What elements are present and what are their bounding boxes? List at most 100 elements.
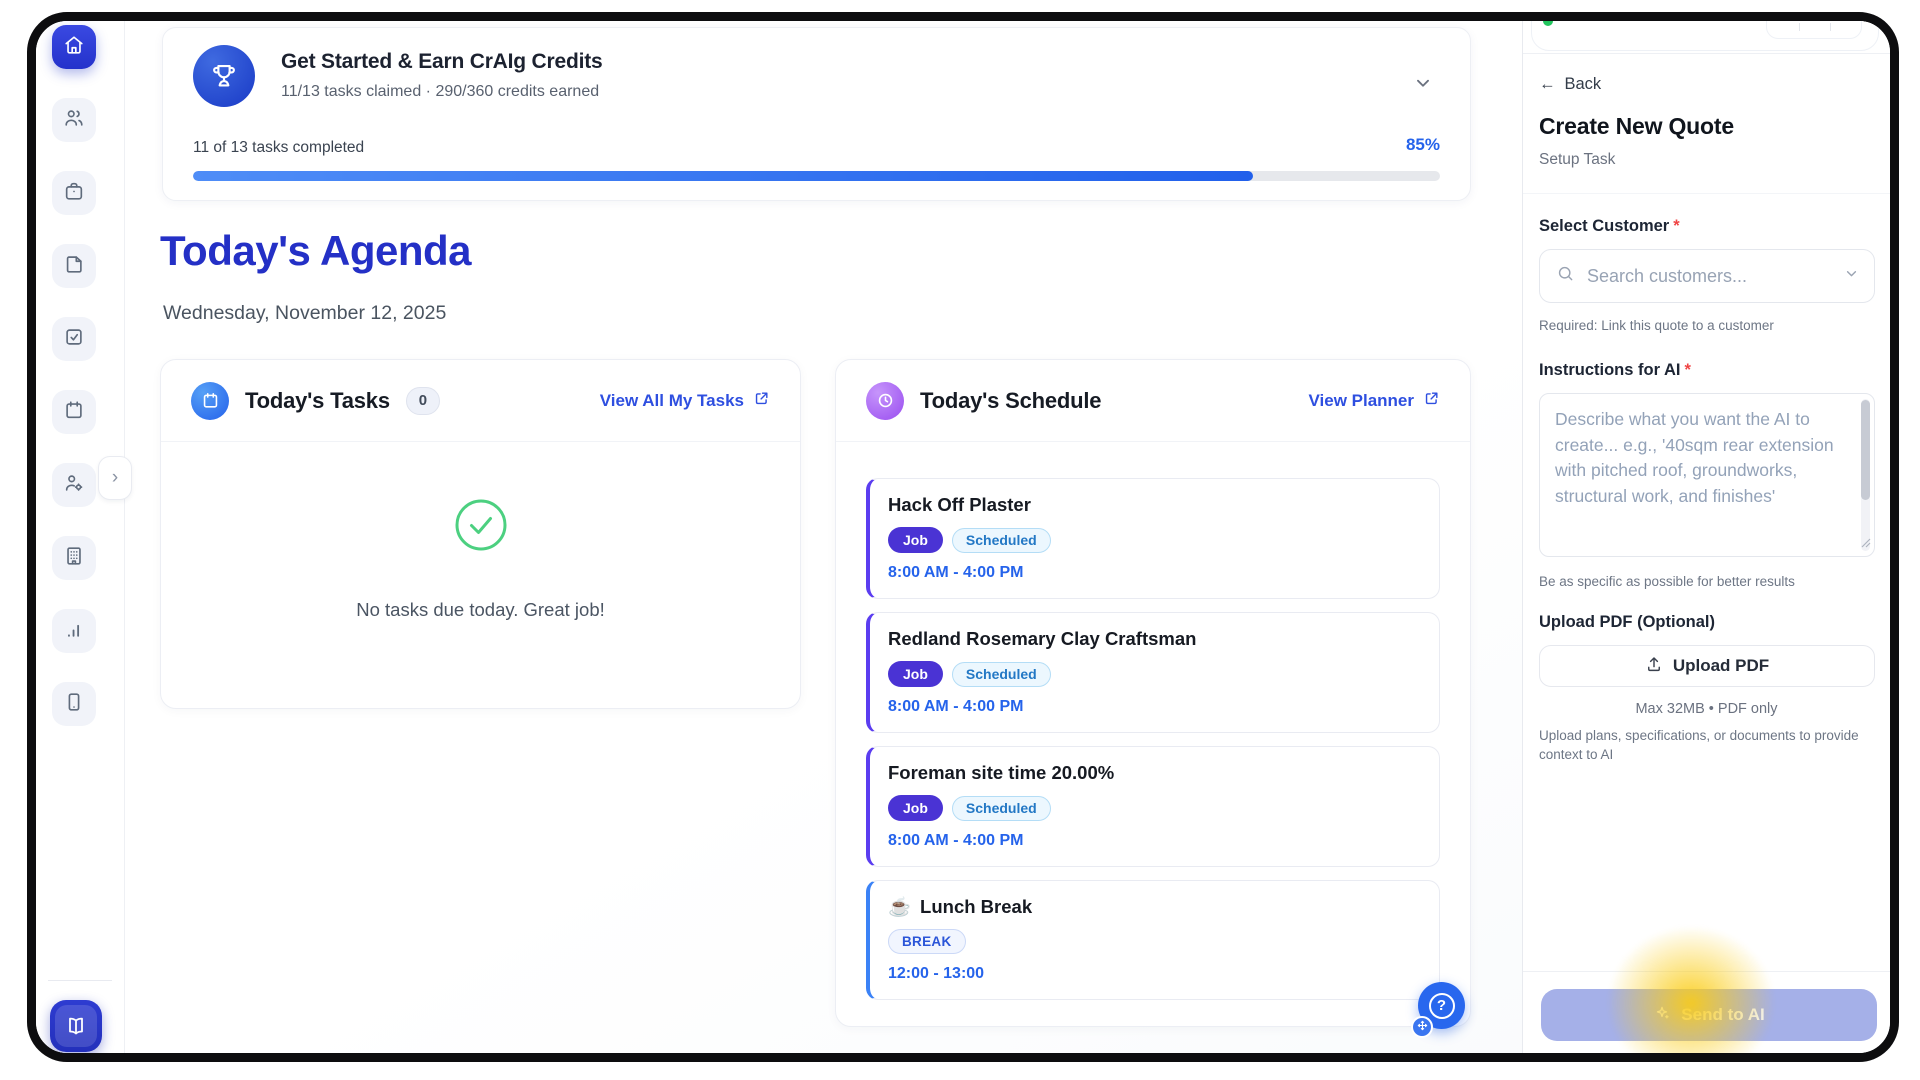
job-badge: Job: [888, 527, 943, 553]
view-planner-label: View Planner: [1308, 390, 1414, 410]
sidebar-item-docs[interactable]: [50, 1000, 102, 1052]
panel-title: Create New Quote: [1539, 113, 1734, 139]
required-asterisk: *: [1673, 217, 1680, 235]
sidebar-item-jobs[interactable]: [52, 171, 96, 215]
customer-search-input[interactable]: [1587, 265, 1831, 287]
sidebar-item-tasks[interactable]: [52, 317, 96, 361]
sidebar-item-reports[interactable]: [52, 609, 96, 653]
panel-divider: [1523, 53, 1890, 54]
drag-handle-badge[interactable]: [1411, 1016, 1433, 1038]
collapse-banner-button[interactable]: [1412, 72, 1434, 99]
coffee-icon: ☕: [888, 896, 912, 917]
schedule-item-title: Foreman site time 20.00%: [888, 762, 1115, 783]
instructions-field-label: Instructions for AI *: [1539, 361, 1691, 380]
panel-subtitle: Setup Task: [1539, 151, 1616, 168]
badge-row: BREAK: [888, 929, 1421, 954]
required-asterisk: *: [1684, 361, 1691, 379]
book-icon: [55, 1005, 97, 1047]
sidebar-expand-button[interactable]: ›: [98, 456, 132, 500]
sidebar-item-mobile[interactable]: [52, 682, 96, 726]
sidebar-item-company[interactable]: [52, 536, 96, 580]
schedule-item[interactable]: Hack Off Plaster Job Scheduled 8:00 AM -…: [866, 478, 1440, 599]
schedule-item-time: 12:00 - 13:00: [888, 965, 985, 982]
job-badge: Job: [888, 661, 943, 687]
mobile-device-icon: [63, 691, 85, 718]
progress-label: 11 of 13 tasks completed: [193, 139, 365, 156]
panel-footer-divider: [1523, 971, 1890, 972]
chevron-right-icon: ›: [111, 467, 119, 488]
arrow-left-icon: ←: [1539, 75, 1556, 93]
schedule-item[interactable]: Redland Rosemary Clay Craftsman Job Sche…: [866, 612, 1440, 733]
view-planner-link[interactable]: View Planner: [1308, 390, 1440, 412]
schedule-card-header: Today's Schedule View Planner: [836, 360, 1470, 442]
bar-chart-icon: [63, 618, 85, 645]
progress-bar-fill: [193, 171, 1253, 181]
app-window: › Get Started & Earn CrAIg Credits 11/13…: [27, 12, 1899, 1062]
schedule-item-title: Hack Off Plaster: [888, 494, 1031, 515]
badge-row: Job Scheduled: [888, 795, 1421, 821]
note-icon: [63, 253, 85, 280]
progress-percent: 85%: [1405, 135, 1440, 154]
clock-circle-icon: [866, 381, 904, 420]
sidebar-divider: [48, 980, 112, 981]
back-label: Back: [1564, 75, 1602, 93]
users-icon: [63, 107, 85, 134]
building-icon: [63, 545, 85, 572]
back-button[interactable]: ← Back: [1539, 75, 1601, 94]
customer-search-box: [1539, 249, 1875, 303]
banner-title: Get Started & Earn CrAIg Credits: [281, 50, 603, 73]
schedule-list: Hack Off Plaster Job Scheduled 8:00 AM -…: [836, 442, 1470, 1000]
view-all-tasks-label: View All My Tasks: [599, 390, 744, 410]
panel-top-stepper[interactable]: [1766, 21, 1862, 39]
check-square-icon: [63, 326, 85, 353]
status-dot: [1543, 21, 1553, 26]
tasks-empty-state: No tasks due today. Great job!: [161, 498, 800, 621]
badge-row: Job Scheduled: [888, 527, 1421, 553]
badge-row: Job Scheduled: [888, 661, 1421, 687]
schedule-card: Today's Schedule View Planner Hack Off P…: [835, 359, 1471, 1027]
sidebar-item-user-settings[interactable]: [52, 463, 96, 507]
panel-divider: [1523, 193, 1890, 194]
calendar-circle-icon: [191, 381, 229, 420]
instructions-textarea-wrap: [1539, 393, 1875, 557]
success-check-icon: [161, 498, 800, 557]
tasks-empty-message: No tasks due today. Great job!: [356, 599, 605, 620]
schedule-item-time: 8:00 AM - 4:00 PM: [888, 698, 1024, 715]
send-to-ai-button[interactable]: Send to AI: [1541, 989, 1877, 1041]
search-icon: [1556, 264, 1575, 288]
break-title: Lunch Break: [920, 896, 1033, 917]
credits-banner: Get Started & Earn CrAIg Credits 11/13 t…: [162, 27, 1471, 201]
banner-subtitle: 11/13 tasks claimed · 290/360 credits ea…: [281, 83, 600, 100]
move-icon: [1417, 1018, 1428, 1036]
schedule-item-title: Redland Rosemary Clay Craftsman: [888, 628, 1197, 649]
schedule-item-break[interactable]: ☕ Lunch Break BREAK 12:00 - 13:00: [866, 880, 1440, 1000]
upload-icon: [1645, 655, 1663, 678]
upload-button-label: Upload PDF: [1672, 656, 1770, 675]
chevron-down-icon: [1843, 265, 1860, 287]
external-link-icon: [753, 390, 770, 412]
sidebar-item-notes[interactable]: [52, 244, 96, 288]
tasks-card-header: Today's Tasks 0 View All My Tasks: [161, 360, 800, 442]
schedule-item[interactable]: Foreman site time 20.00% Job Scheduled 8…: [866, 746, 1440, 867]
upload-pdf-button[interactable]: Upload PDF: [1539, 645, 1875, 687]
create-quote-panel: ← Back Create New Quote Setup Task Selec…: [1522, 21, 1890, 1053]
page-title: Today's Agenda: [160, 227, 472, 274]
job-badge: Job: [888, 795, 943, 821]
upload-limits-text: Max 32MB • PDF only: [1635, 701, 1778, 717]
sidebar-item-calendar[interactable]: [52, 390, 96, 434]
sidebar-item-home[interactable]: [52, 25, 96, 69]
progress-bar: [193, 171, 1440, 181]
chevron-down-icon: [1412, 79, 1434, 98]
sidebar-item-team[interactable]: [52, 98, 96, 142]
upload-helper-text: Upload plans, specifications, or documen…: [1539, 728, 1859, 762]
instructions-textarea[interactable]: [1540, 394, 1874, 556]
schedule-card-title: Today's Schedule: [920, 387, 1102, 413]
status-badge: Scheduled: [951, 795, 1051, 821]
status-badge: Scheduled: [951, 661, 1051, 687]
home-icon: [63, 34, 85, 61]
customer-field-label: Select Customer *: [1539, 217, 1680, 236]
view-all-tasks-link[interactable]: View All My Tasks: [600, 390, 770, 412]
schedule-item-time: 8:00 AM - 4:00 PM: [888, 832, 1024, 849]
break-badge: BREAK: [888, 929, 966, 954]
schedule-item-title: ☕ Lunch Break: [888, 896, 1421, 918]
